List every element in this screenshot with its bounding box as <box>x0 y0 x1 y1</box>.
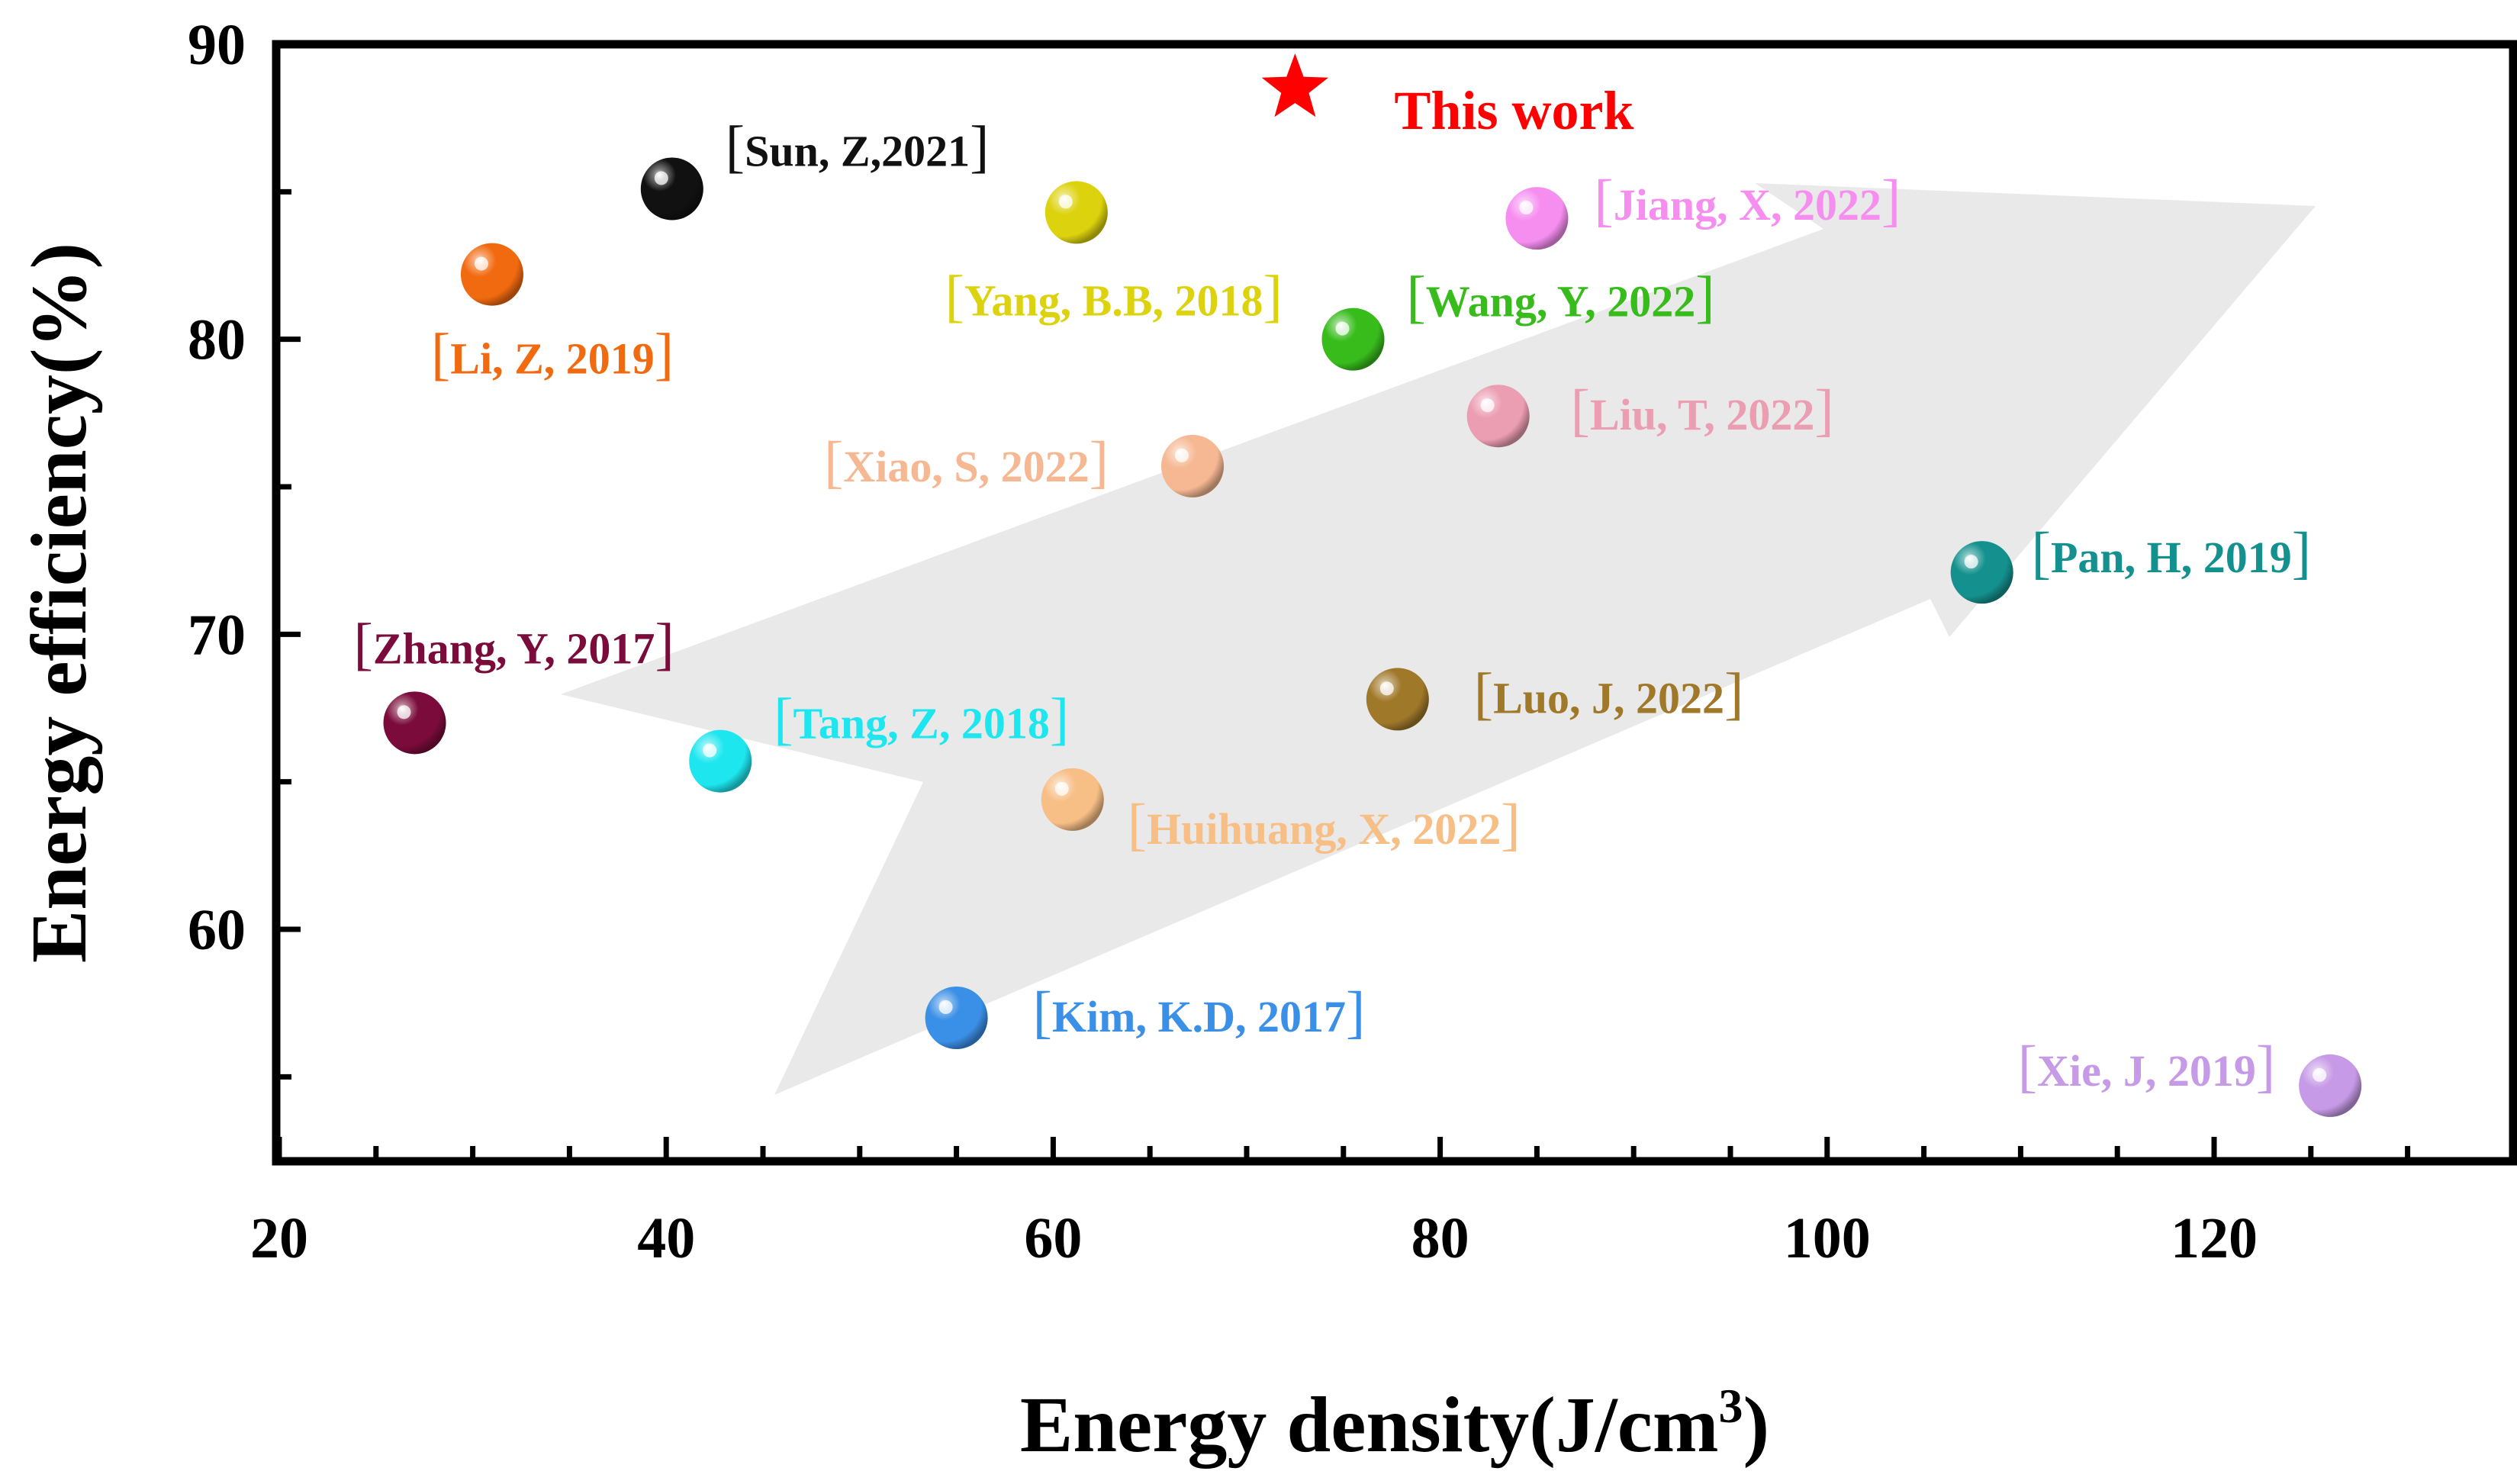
point-label: [Kim, K.D, 2017] <box>1033 980 1366 1045</box>
data-point <box>640 157 703 221</box>
point-label: [Xie, J, 2019] <box>2018 1035 2275 1099</box>
point-label: [Pan, H, 2019] <box>2032 521 2311 585</box>
x-tick-label: 40 <box>637 1206 695 1270</box>
y-tick-label: 60 <box>188 898 246 962</box>
x-tick-label: 80 <box>1411 1206 1469 1270</box>
point-label: [Li, Z, 2019] <box>431 323 674 387</box>
point-label: [Xiao, S, 2022] <box>824 430 1109 494</box>
y-tick-label: 80 <box>188 308 246 372</box>
point-label: [Sun, Z,2021] <box>726 114 990 179</box>
point-label: [Luo, J, 2022] <box>1474 662 1744 726</box>
data-point <box>1505 187 1569 250</box>
data-point <box>1321 307 1385 371</box>
data-point <box>1950 541 2013 604</box>
data-point <box>1041 768 1104 831</box>
point-label: [Zhang, Y, 2017] <box>354 612 674 676</box>
x-tick-label: 100 <box>1784 1206 1871 1270</box>
data-point <box>1160 434 1224 497</box>
data-point <box>383 691 446 755</box>
data-point <box>1044 181 1108 244</box>
point-label: [Yang, B.B, 2018] <box>945 264 1283 328</box>
x-tick-label: 60 <box>1024 1206 1082 1270</box>
data-point <box>460 243 523 306</box>
point-label: [Tang, Z, 2018] <box>774 687 1069 752</box>
y-tick-label: 70 <box>188 603 246 667</box>
point-label: [Huihuang, X, 2022] <box>1128 793 1521 857</box>
x-axis-title: Energy density(J/cm3) <box>1020 1379 1769 1469</box>
data-point <box>1466 385 1530 448</box>
data-point <box>1366 668 1429 731</box>
trend-arrow <box>561 183 2316 1095</box>
plot-frame <box>272 40 2517 1166</box>
point-label: [Liu, T, 2022] <box>1571 378 1834 443</box>
point-label: [Wang, Y, 2022] <box>1406 266 1714 330</box>
data-point <box>689 729 752 793</box>
point-label: [Jiang, X, 2022] <box>1594 169 1901 233</box>
this-work-star <box>1261 53 1329 117</box>
x-tick-label: 20 <box>250 1206 308 1270</box>
x-tick-label: 120 <box>2171 1206 2258 1270</box>
this-work-label: This work <box>1394 80 1633 141</box>
y-tick-label: 90 <box>188 13 246 77</box>
y-axis-title: Energy efficiency(%) <box>15 243 103 963</box>
data-point <box>925 987 988 1049</box>
data-point <box>2299 1054 2362 1117</box>
